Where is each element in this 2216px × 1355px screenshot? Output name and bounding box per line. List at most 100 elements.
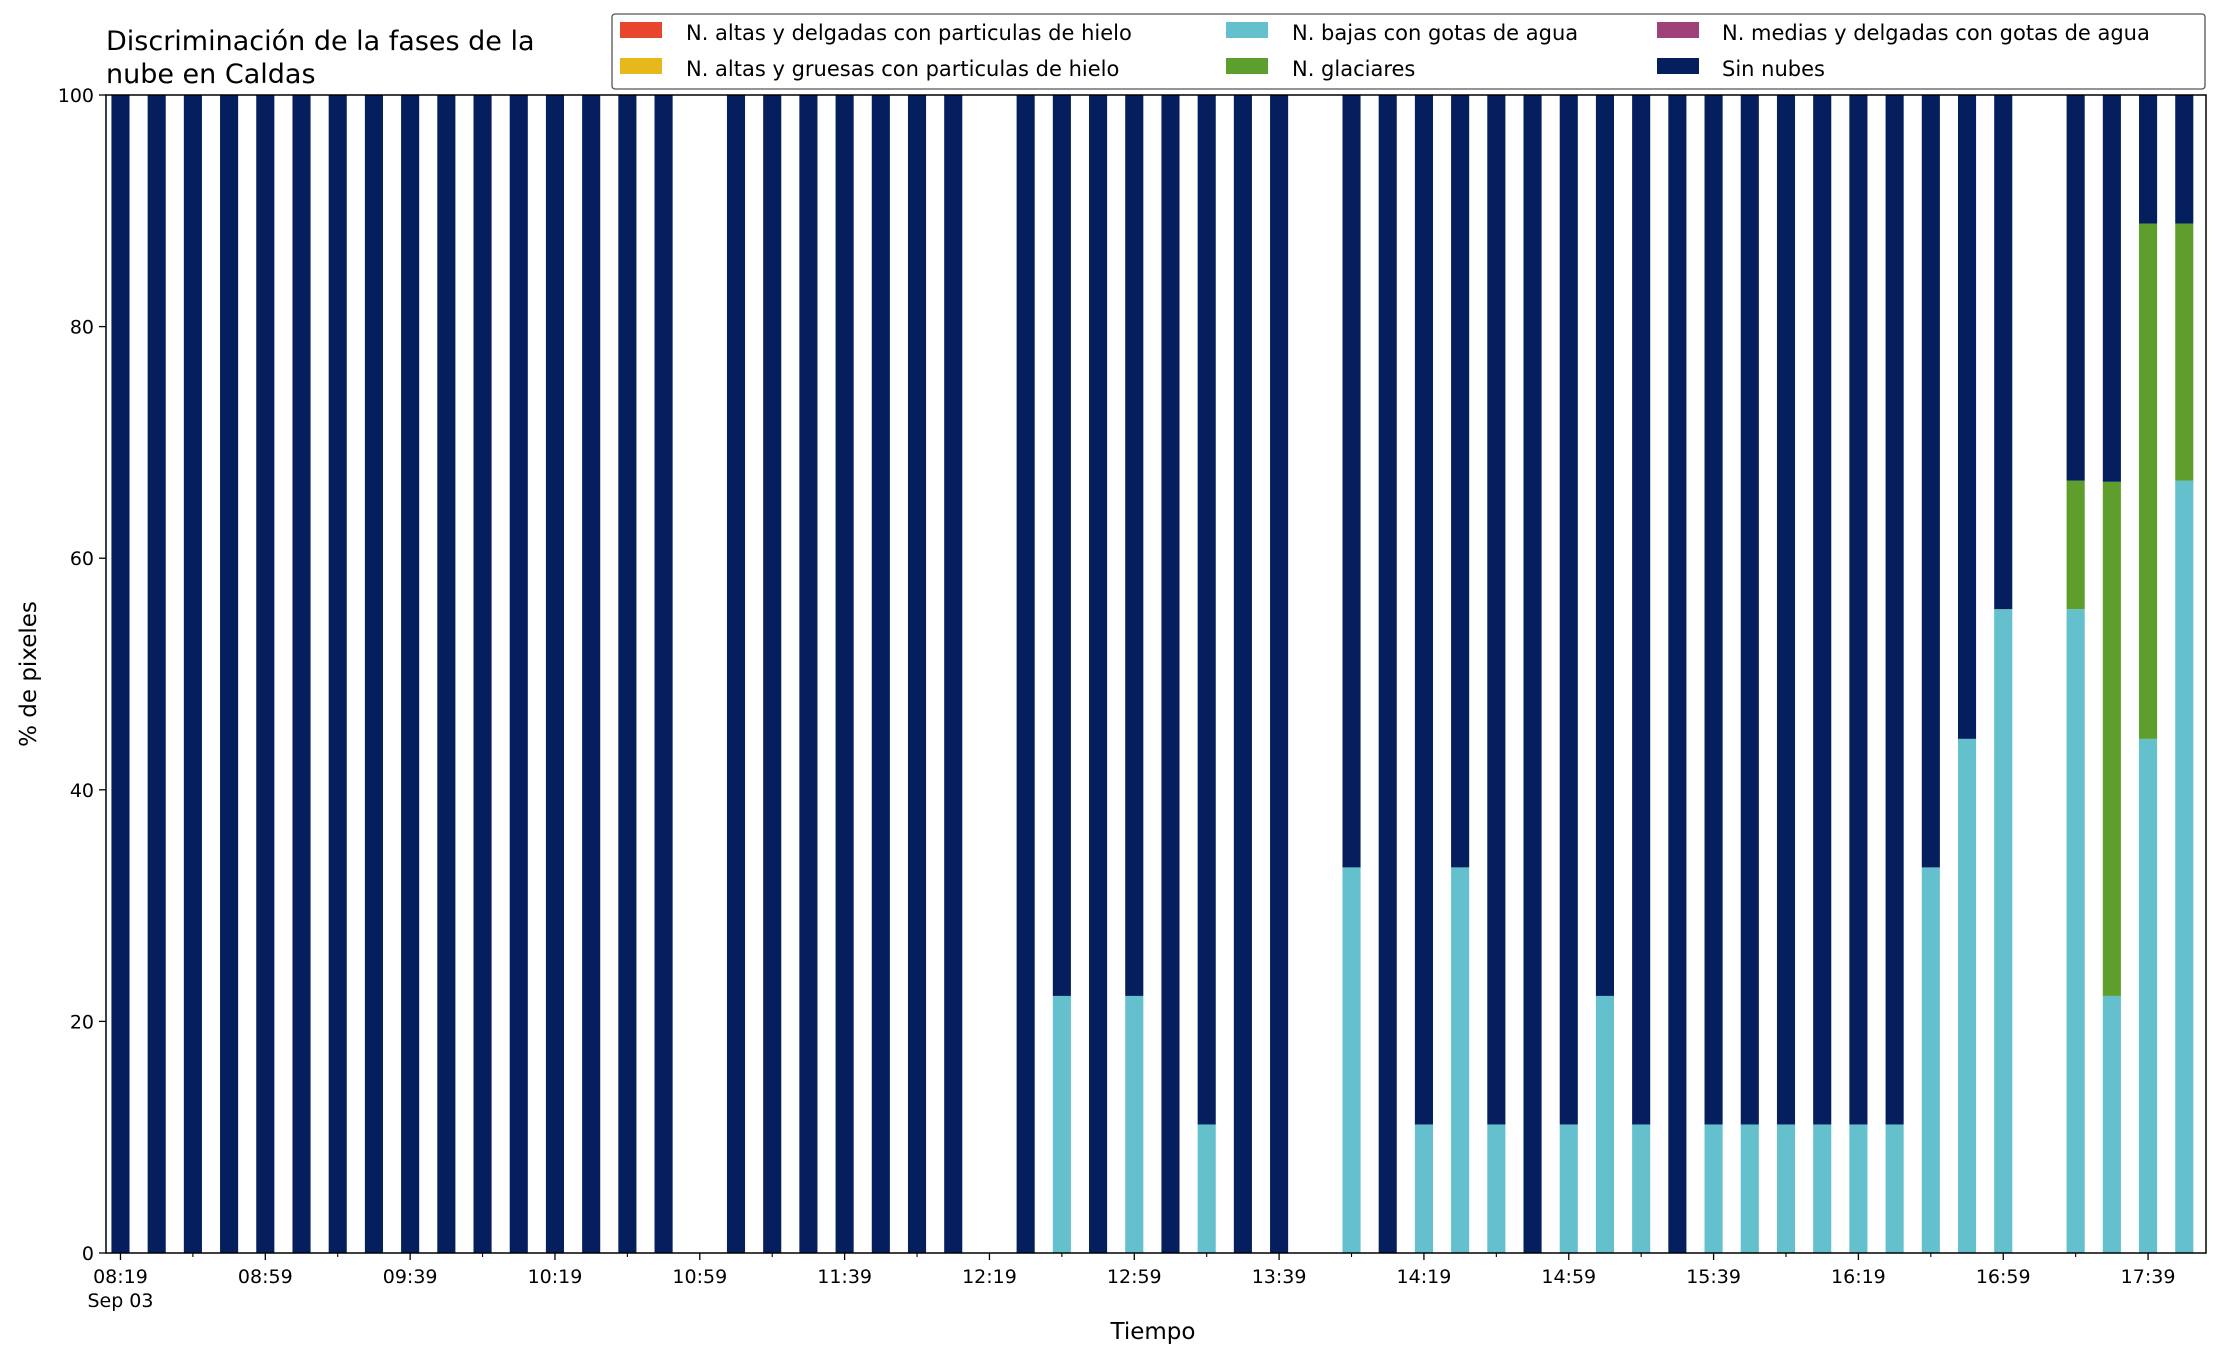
legend-swatch-altas-delgadas <box>620 22 662 38</box>
bar-segment-sin-nubes <box>618 95 637 1253</box>
bar-segment-sin-nubes <box>1052 95 1071 996</box>
x-axis-label: Tiempo <box>1110 1319 1196 1345</box>
bar-segment-bajas <box>2175 480 2194 1253</box>
legend-swatch-glaciares <box>1226 58 1268 74</box>
bar-segment-sin-nubes <box>220 95 239 1253</box>
bar-segment-sin-nubes <box>2139 95 2158 224</box>
bar-segment-glaciares <box>2139 223 2158 739</box>
y-tick-label: 60 <box>70 548 94 570</box>
x-tick-label: 15:39 <box>1686 1266 1741 1288</box>
bar-segment-sin-nubes <box>835 95 854 1253</box>
chart-title-line-1: Discriminación de la fases de la <box>106 26 535 57</box>
bar-segment-sin-nubes <box>1921 95 1940 868</box>
bar-segment-sin-nubes <box>1632 95 1651 1125</box>
bar-segment-bajas <box>1414 1124 1433 1253</box>
bar-segment-sin-nubes <box>871 95 890 1253</box>
legend-label-bajas: N. bajas con gotas de agua <box>1292 21 1578 45</box>
bar-segment-bajas <box>1559 1124 1578 1253</box>
y-tick-label: 0 <box>82 1243 94 1265</box>
bar-segment-sin-nubes <box>763 95 782 1253</box>
bar-segment-sin-nubes <box>726 95 746 1253</box>
x-tick-label: 14:19 <box>1397 1266 1452 1288</box>
bar-segment-sin-nubes <box>1704 95 1723 1125</box>
bar-segment-bajas <box>1885 1124 1904 1253</box>
bar-segment-glaciares <box>2066 480 2085 610</box>
bar-segment-sin-nubes <box>1957 95 1977 739</box>
bar-segment-sin-nubes <box>1089 95 1108 1253</box>
legend-label-altas-delgadas: N. altas y delgadas con particulas de hi… <box>686 21 1132 45</box>
bar-segment-bajas <box>1813 1124 1832 1253</box>
bar-segment-sin-nubes <box>183 95 202 1253</box>
bar-segment-bajas <box>1125 995 1144 1253</box>
bar-segment-sin-nubes <box>437 95 456 1253</box>
bar-segment-bajas <box>2066 609 2085 1253</box>
legend-swatch-medias-delgadas <box>1657 22 1699 38</box>
y-tick-label: 20 <box>70 1011 94 1033</box>
bar-segment-sin-nubes <box>545 95 565 1253</box>
x-tick-label: 10:19 <box>528 1266 583 1288</box>
bar-segment-sin-nubes <box>1776 95 1796 1125</box>
bars-layer <box>111 95 2194 1253</box>
bar-segment-bajas <box>2102 995 2121 1253</box>
legend-label-altas-gruesas: N. altas y gruesas con particulas de hie… <box>686 57 1119 81</box>
bar-segment-sin-nubes <box>799 95 818 1253</box>
x-tick-label: 08:59 <box>238 1266 293 1288</box>
bar-segment-sin-nubes <box>1559 95 1578 1125</box>
y-axis-label: % de pixeles <box>16 601 42 747</box>
x-tick-sublabel: Sep 03 <box>87 1290 153 1312</box>
bar-segment-sin-nubes <box>364 95 383 1253</box>
plot-frame <box>105 94 2207 1254</box>
bar-segment-bajas <box>1957 738 1977 1253</box>
bar-segment-bajas <box>1487 1124 1506 1253</box>
bar-segment-sin-nubes <box>1270 95 1289 1253</box>
bar-segment-sin-nubes <box>1740 95 1759 1125</box>
bar-segment-sin-nubes <box>1595 95 1615 996</box>
bar-segment-sin-nubes <box>582 95 601 1253</box>
bar-segment-sin-nubes <box>473 95 492 1253</box>
bar-segment-bajas <box>1740 1124 1759 1253</box>
x-tick-label: 16:19 <box>1831 1266 1886 1288</box>
legend-swatch-bajas <box>1226 22 1268 38</box>
x-tick-label: 16:59 <box>1976 1266 2031 1288</box>
x-tick-label: 17:39 <box>2121 1266 2176 1288</box>
bar-segment-sin-nubes <box>1885 95 1904 1125</box>
bar-segment-bajas <box>1921 867 1940 1253</box>
bar-segment-sin-nubes <box>1849 95 1868 1125</box>
bar-segment-sin-nubes <box>1451 95 1470 868</box>
bar-segment-sin-nubes <box>1668 95 1687 1253</box>
x-tick-label: 13:39 <box>1252 1266 1307 1288</box>
bar-segment-glaciares <box>2175 223 2194 481</box>
bar-segment-bajas <box>1994 609 2013 1253</box>
bar-segment-bajas <box>1595 995 1615 1253</box>
bar-segment-sin-nubes <box>2102 95 2121 482</box>
bar-segment-bajas <box>1451 867 1470 1253</box>
bar-segment-sin-nubes <box>944 95 963 1253</box>
bar-segment-sin-nubes <box>1994 95 2013 610</box>
bar-segment-bajas <box>1197 1124 1216 1253</box>
bar-segment-sin-nubes <box>292 95 311 1253</box>
bar-segment-sin-nubes <box>1197 95 1216 1125</box>
legend-swatch-sin-nubes <box>1657 58 1699 74</box>
legend-swatch-altas-gruesas <box>620 58 662 74</box>
bar-segment-sin-nubes <box>111 95 130 1253</box>
bar-segment-sin-nubes <box>1414 95 1433 1125</box>
bar-segment-bajas <box>1342 867 1361 1253</box>
bar-segment-sin-nubes <box>1342 95 1361 868</box>
bar-segment-bajas <box>1849 1124 1868 1253</box>
y-tick-label: 100 <box>58 85 94 107</box>
bar-segment-sin-nubes <box>401 95 420 1253</box>
x-tick-label: 11:39 <box>817 1266 872 1288</box>
bar-segment-sin-nubes <box>1523 95 1542 1253</box>
legend-label-medias-delgadas: N. medias y delgadas con gotas de agua <box>1722 21 2150 45</box>
bar-segment-sin-nubes <box>1813 95 1832 1125</box>
x-tick-label: 08:19 <box>93 1266 148 1288</box>
y-tick-label: 80 <box>70 317 94 339</box>
bar-segment-sin-nubes <box>1378 95 1397 1253</box>
legend-label-sin-nubes: Sin nubes <box>1722 57 1825 81</box>
bar-segment-sin-nubes <box>256 95 275 1253</box>
bar-segment-bajas <box>2139 738 2158 1253</box>
legend: N. altas y delgadas con particulas de hi… <box>611 13 2206 90</box>
bar-segment-bajas <box>1704 1124 1723 1253</box>
